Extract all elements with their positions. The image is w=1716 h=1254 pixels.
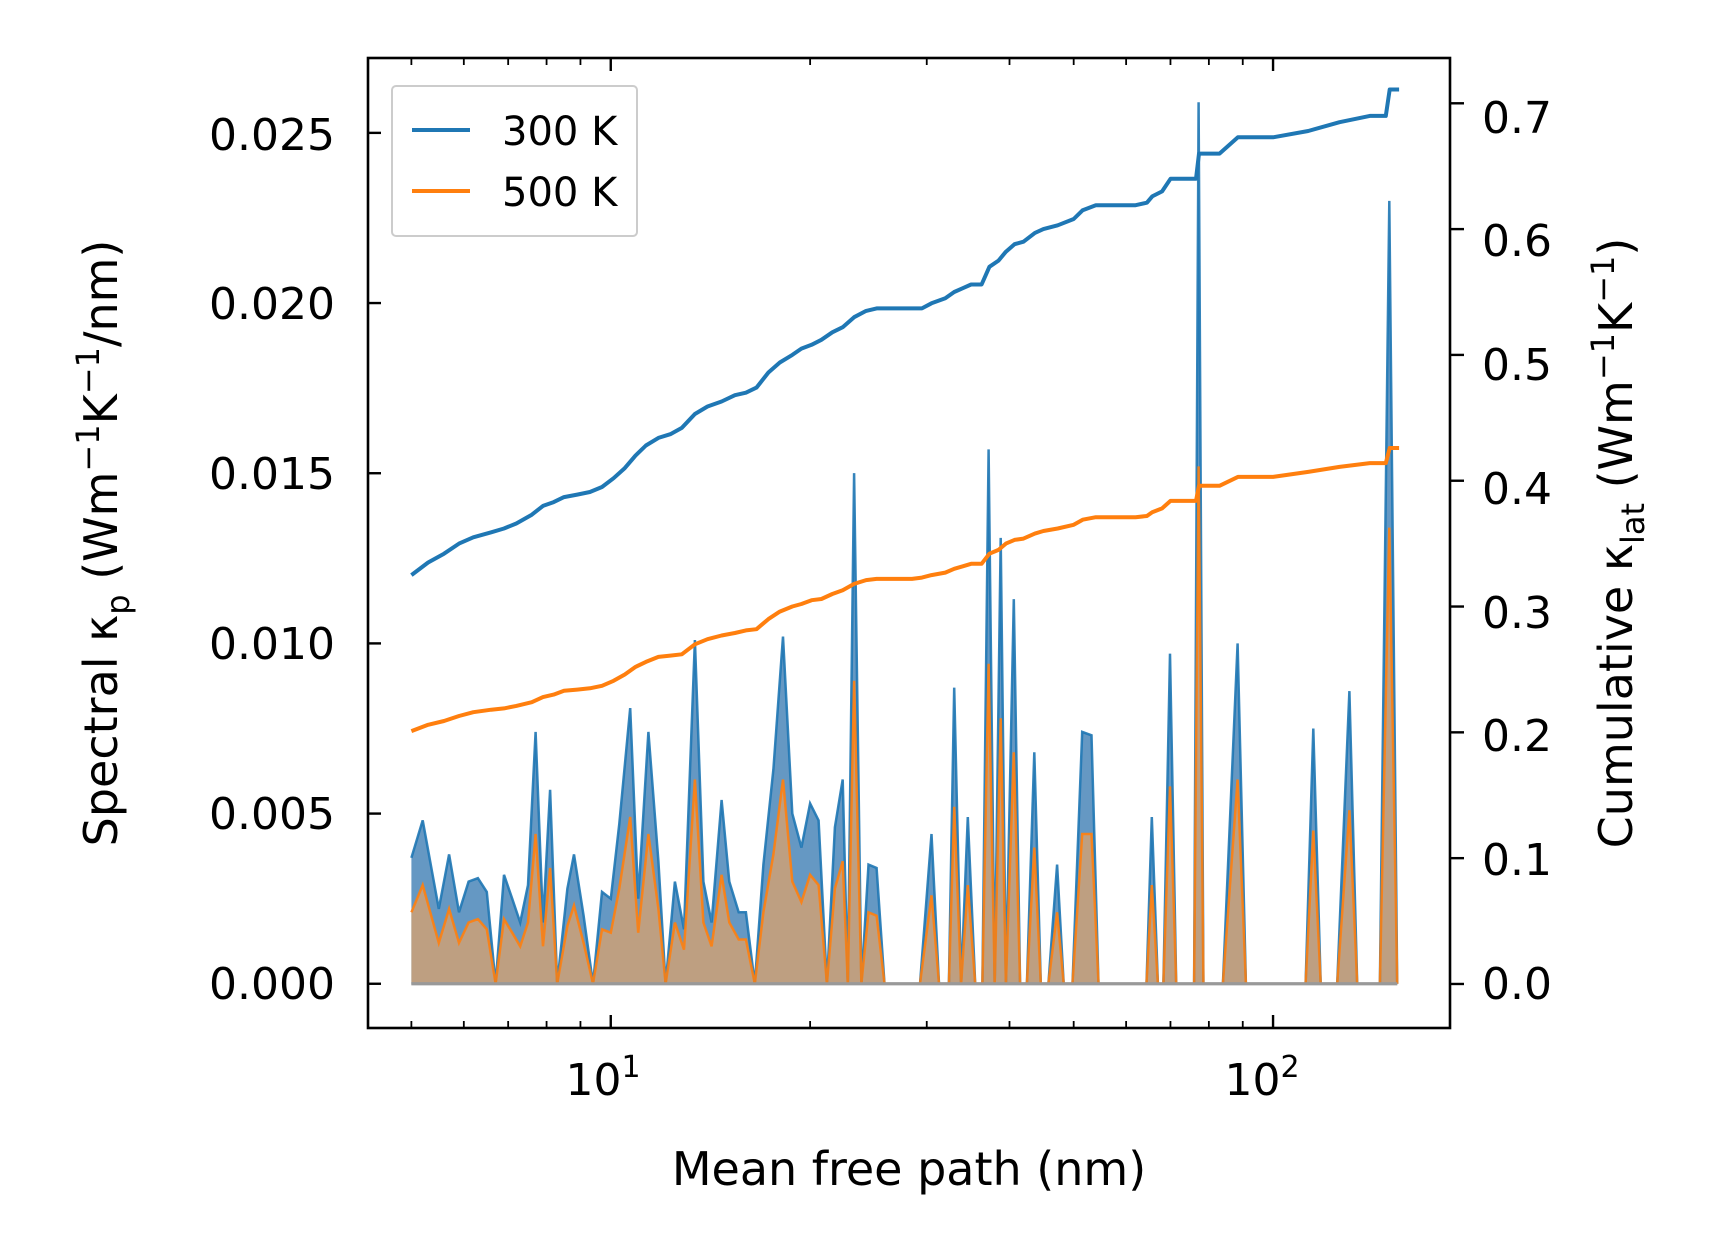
left-y-tick-labels: 0.000 0.005 0.010 0.015 0.020 0.025 <box>209 110 335 1010</box>
x-tick-label: 102 <box>1224 1050 1299 1106</box>
left-y-tick-label: 0.010 <box>209 619 335 670</box>
spectral-line-300K <box>410 102 1399 986</box>
axis-ticks <box>368 58 1464 1028</box>
right-y-tick-labels: 0.0 0.1 0.2 0.3 0.4 0.5 0.6 0.7 <box>1482 93 1552 1010</box>
cumulative-line-500K <box>410 446 1400 733</box>
left-y-axis-label: Spectral κp (Wm−1K−1/nm) <box>69 240 137 847</box>
cumulative-line-300K <box>410 87 1400 577</box>
left-y-tick-label: 0.005 <box>209 789 335 840</box>
right-y-tick-label: 0.3 <box>1482 588 1552 639</box>
x-tick-label: 101 <box>565 1050 640 1106</box>
spectral-line-500K <box>410 466 1399 986</box>
x-tick-labels: 101 102 <box>565 1050 1299 1106</box>
right-y-tick-label: 0.7 <box>1482 93 1552 144</box>
left-y-tick-label: 0.025 <box>209 110 335 161</box>
legend-label-300K: 300 K <box>502 109 619 155</box>
legend-box <box>391 85 638 237</box>
spectral-lines <box>410 102 1399 986</box>
left-y-tick-label: 0.015 <box>209 449 335 500</box>
right-y-tick-label: 0.1 <box>1482 835 1552 886</box>
cumulative-lines <box>410 87 1400 733</box>
spectral-fill-500K <box>411 466 1398 984</box>
legend-label-500K: 500 K <box>502 170 619 216</box>
right-y-tick-label: 0.6 <box>1482 216 1552 267</box>
plot-frame <box>366 56 1452 1030</box>
left-y-tick-label: 0.000 <box>209 959 335 1010</box>
left-y-tick-label: 0.020 <box>209 279 335 330</box>
right-y-tick-label: 0.2 <box>1482 711 1552 762</box>
right-y-axis-label: Cumulative κlat (Wm−1K−1) <box>1584 238 1652 849</box>
right-y-tick-label: 0.0 <box>1482 959 1552 1010</box>
right-y-tick-label: 0.5 <box>1482 340 1552 391</box>
right-y-tick-label: 0.4 <box>1482 464 1552 515</box>
legend: 300 K 500 K <box>391 85 638 237</box>
x-axis-label: Mean free path (nm) <box>672 1142 1146 1196</box>
